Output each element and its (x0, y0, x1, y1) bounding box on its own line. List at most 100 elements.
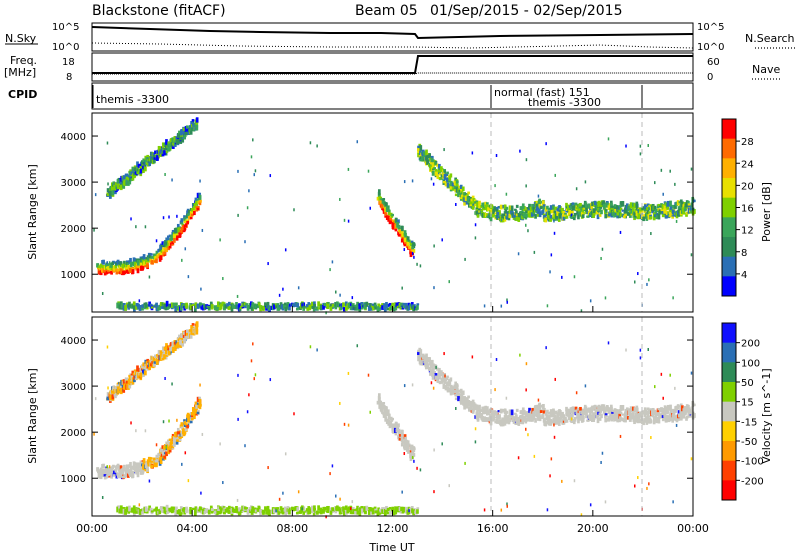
power-cell (445, 173, 449, 177)
velocity-speckle (297, 490, 300, 494)
power-cell (174, 228, 178, 234)
power-cell (440, 168, 444, 173)
power-cell (183, 220, 187, 224)
date-range: 01/Sep/2015 - 02/Sep/2015 (430, 3, 622, 19)
velocity-cell (565, 419, 569, 423)
power-cell (478, 200, 481, 207)
power-speckle (554, 173, 556, 177)
velocity-speckle (494, 388, 496, 392)
x-tick-label: 20:00 (577, 522, 609, 535)
power-cell (417, 152, 420, 158)
power-cell (150, 306, 154, 309)
power-cell (183, 305, 187, 311)
colorbar-swatch (722, 401, 736, 422)
power-cell (657, 203, 661, 207)
velocity-cell (194, 506, 198, 510)
velocity-cell (128, 505, 131, 512)
velocity-cell (148, 359, 152, 366)
power-cell (540, 200, 544, 204)
power-cell (588, 203, 591, 208)
power-cell (190, 208, 194, 212)
power-cell (168, 141, 171, 144)
power-speckle (650, 232, 652, 236)
power-speckle (419, 264, 422, 268)
power-cell (675, 201, 678, 207)
power-cell (130, 171, 134, 175)
velocity-cell (677, 410, 681, 416)
velocity-cell (403, 448, 407, 451)
power-cell (370, 307, 373, 311)
power-cell (165, 139, 168, 145)
power-cell (572, 215, 576, 221)
power-cell (358, 303, 362, 310)
power-cell (464, 195, 468, 201)
power-cell (238, 303, 241, 308)
power-cell (560, 208, 564, 214)
velocity-cell (342, 511, 346, 516)
power-speckle (93, 228, 95, 232)
velocity-cell (167, 510, 170, 514)
power-cell (236, 304, 240, 310)
velocity-cell (663, 412, 667, 418)
velocity-cell (579, 406, 582, 411)
power-cell (496, 211, 500, 216)
power-cell (571, 214, 575, 217)
power-cell (103, 265, 107, 271)
velocity-cell (339, 509, 343, 515)
y-tick-label: 1000 (61, 474, 86, 485)
power-cell (389, 218, 393, 223)
power-cell (600, 209, 603, 215)
colorbar-swatch (722, 342, 736, 363)
power-cell (126, 262, 130, 265)
power-cell (528, 203, 531, 209)
power-speckle (339, 293, 341, 297)
power-cell (626, 212, 630, 216)
velocity-cell (433, 371, 436, 374)
power-cell (538, 198, 541, 204)
power-cell (518, 211, 522, 218)
velocity-cell (170, 506, 174, 512)
power-cell (573, 204, 577, 210)
power-speckle (219, 238, 221, 242)
power-cell (155, 155, 159, 161)
velocity-speckle (168, 419, 170, 423)
velocity-cell (113, 391, 116, 394)
velocity-cell (571, 414, 574, 418)
velocity-cell (240, 509, 243, 513)
velocity-cell (454, 397, 458, 401)
velocity-cell (521, 407, 525, 414)
power-cell (677, 206, 681, 212)
power-cell (118, 304, 122, 310)
velocity-cell (608, 407, 612, 414)
freq-tick-low: 8 (66, 72, 72, 83)
power-cell (616, 205, 619, 211)
power-cell (141, 265, 145, 270)
velocity-cell (107, 474, 110, 477)
power-speckle (135, 225, 137, 229)
velocity-cell (382, 402, 386, 405)
power-cell (535, 206, 539, 210)
velocity-speckle (549, 474, 551, 478)
velocity-cell (557, 420, 561, 426)
velocity-cell (512, 420, 516, 424)
velocity-cell (478, 414, 481, 417)
power-cell (608, 203, 612, 210)
power-cell (431, 170, 435, 176)
velocity-cell (460, 392, 463, 398)
velocity-cell (165, 450, 168, 457)
velocity-speckle (176, 418, 178, 422)
power-cell (139, 262, 143, 268)
velocity-cell (133, 375, 136, 381)
power-cell (169, 143, 172, 148)
power-cell (277, 307, 281, 311)
power-cell (267, 308, 271, 311)
power-cell (611, 207, 614, 210)
velocity-cell (317, 505, 320, 511)
velocity-speckle (483, 508, 486, 512)
power-speckle (250, 155, 253, 159)
power-speckle (537, 194, 540, 198)
velocity-cell (166, 444, 170, 451)
power-cell (549, 214, 553, 219)
power-cell (616, 212, 620, 219)
velocity-cell (142, 373, 145, 378)
